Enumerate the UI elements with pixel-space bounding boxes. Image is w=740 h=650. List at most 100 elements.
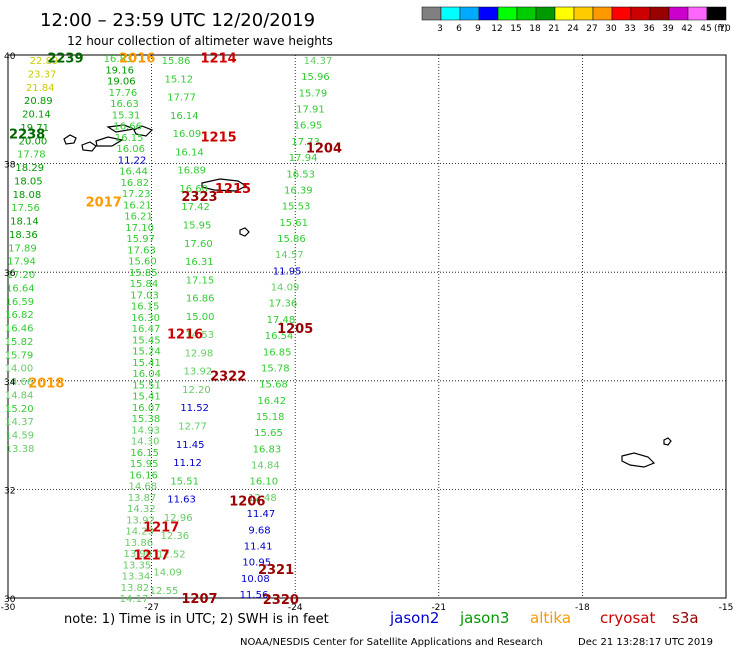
wave-height-value: 17.42: [181, 202, 210, 213]
wave-height-value: 14.93: [131, 425, 160, 436]
wave-height-value: 17.60: [184, 239, 213, 250]
wave-height-value: 11.22: [118, 155, 147, 166]
wave-height-value: 16.89: [177, 166, 206, 177]
wave-height-value: 17.10: [125, 223, 154, 234]
colorbar-label: 42: [681, 24, 692, 34]
wave-height-value: 16.86: [186, 294, 215, 305]
wave-height-value: 14.17: [120, 594, 149, 605]
wave-height-value: 15.68: [259, 380, 288, 391]
pass-time-label: 1217: [143, 520, 179, 535]
wave-height-value: 17.36: [269, 299, 298, 310]
colorbar-swatch: [706, 6, 727, 21]
wave-height-value: 13.99: [124, 549, 153, 560]
wave-height-value: 15.38: [132, 414, 161, 425]
colorbar-label: 21: [548, 24, 559, 34]
pass-time-label: 2322: [210, 369, 246, 384]
wave-height-value: 17.77: [167, 93, 196, 104]
wave-height-value: 15.65: [254, 428, 283, 439]
wave-height-value: 16.63: [110, 99, 139, 110]
colorbar-label: 9: [475, 24, 481, 34]
units-note: note: 1) Time is in UTC; 2) SWH is in fe…: [64, 612, 329, 627]
colorbar-swatch: [421, 6, 442, 21]
wave-height-value: 9.68: [248, 525, 270, 536]
wave-height-value: 14.09: [271, 283, 300, 294]
lat-tick-label: 32: [4, 486, 15, 496]
wave-height-value: 16.47: [132, 324, 161, 335]
lon-tick-label: -21: [431, 603, 446, 613]
wave-height-value: 15.12: [165, 74, 194, 85]
pass-time-label: 1215: [215, 182, 251, 197]
wave-height-value: 16.82: [121, 178, 150, 189]
wave-height-value: 22.89: [30, 56, 59, 67]
colorbar-swatch: [459, 6, 480, 21]
pass-time-label: 1206: [229, 494, 265, 509]
island-santa-maria: [239, 227, 250, 237]
wave-height-value: 14.59: [5, 431, 34, 442]
legend-entry: s3a: [672, 609, 699, 627]
wave-height-value: 14.57: [275, 250, 304, 261]
wave-height-value: 16.59: [5, 297, 34, 308]
wave-height-value: 16.39: [284, 185, 313, 196]
wave-height-value: 16.06: [116, 144, 145, 155]
wave-height-value: 14.23: [125, 527, 154, 538]
wave-height-value: 20.00: [19, 136, 48, 147]
colorbar-label: 33: [624, 24, 635, 34]
wave-height-value: 12.96: [164, 513, 193, 524]
pass-time-label: 1204: [306, 141, 342, 156]
wave-height-value: 19.16: [105, 65, 134, 76]
wave-height-value: 16.04: [132, 369, 161, 380]
islands: [63, 124, 672, 468]
wave-height-value: 11.41: [244, 541, 273, 552]
wave-height-value: 16.15: [131, 302, 160, 313]
wave-height-value: 15.41: [132, 358, 161, 369]
wave-height-value: 17.94: [289, 153, 318, 164]
latitude-labels: 40 38 36 34 32 30: [4, 52, 16, 605]
wave-height-value: 17.03: [130, 290, 159, 301]
wave-height-value: 16.66: [113, 122, 142, 133]
colorbar-unit: (ft): [714, 24, 728, 34]
wave-height-value: 14.30: [131, 437, 160, 448]
wave-height-values: 22.89 23.37 21.84 20.89 20.14 19.71 20.00 17.78…: [5, 54, 333, 605]
wave-height-value: 17.89: [8, 243, 37, 254]
wave-height-value: 12.48: [248, 493, 277, 504]
colorbar-swatch: [611, 6, 632, 21]
lat-tick-label: 38: [4, 161, 16, 171]
wave-height-value: 18.08: [13, 190, 42, 201]
wave-height-value: 14.66: [5, 377, 34, 388]
wave-height-value: 16.10: [250, 477, 279, 488]
wave-height-value: 13.38: [6, 444, 35, 455]
pass-time-label: 2321: [258, 563, 294, 578]
wave-height-value: 16.14: [170, 111, 199, 122]
wave-height-value: 17.20: [7, 270, 36, 281]
wave-height-value: 16.54: [265, 331, 294, 342]
gridlines: [8, 55, 726, 598]
island-faial: [81, 141, 97, 152]
wave-height-value: 12.20: [182, 385, 211, 396]
wave-height-value: 16.30: [131, 313, 160, 324]
wave-height-value: 14.09: [153, 568, 182, 579]
wave-height-value: 14.84: [5, 390, 34, 401]
wave-height-value: 14.68: [129, 482, 158, 493]
satellite-legend: jason2 jason3 altika cryosat s3a: [389, 609, 699, 627]
colorbar-swatch: [687, 6, 708, 21]
colorbar-swatch: [573, 6, 594, 21]
colorbar-swatch: [668, 6, 689, 21]
wave-height-value: 14.53: [185, 330, 214, 341]
wave-height-value: 18.05: [14, 176, 43, 187]
colorbar-label: 45: [700, 24, 711, 34]
colorbar-label: 36: [643, 24, 655, 34]
colorbar-swatch: [554, 6, 575, 21]
legend-entry: cryosat: [600, 609, 655, 627]
pass-time-label: 2016: [119, 52, 155, 67]
wave-height-value: 16.44: [119, 167, 148, 178]
legend-entry: jason2: [389, 609, 439, 627]
wave-height-value: 17.73: [291, 137, 320, 148]
wave-height-value: 19.06: [107, 77, 136, 88]
pass-time-label: 1207: [181, 592, 217, 607]
colorbar-label: 27: [586, 24, 597, 34]
wave-height-value: 13.87: [128, 493, 157, 504]
wave-height-value: 11.45: [176, 440, 205, 451]
colorbar-label: 3: [437, 24, 443, 34]
wave-height-value: 15.95: [130, 459, 159, 470]
wave-height-value: 15.84: [130, 279, 159, 290]
